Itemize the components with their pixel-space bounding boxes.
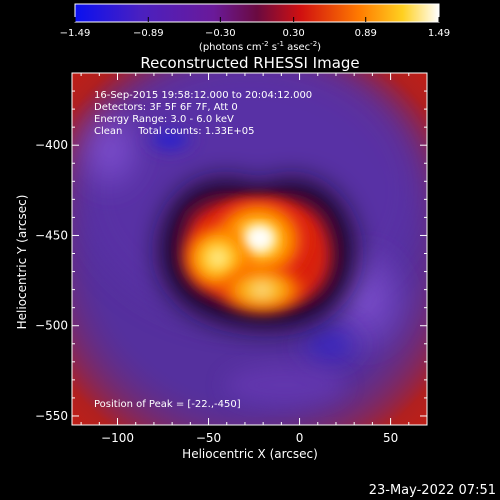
blue-spot	[140, 122, 200, 158]
x-tick-label: 0	[296, 431, 304, 445]
footer-date: 23-May-2022 07:51	[369, 483, 496, 498]
info-energy-range: Energy Range: 3.0 - 6.0 keV	[94, 114, 234, 125]
x-tick-label: −100	[101, 431, 134, 445]
info-total-counts: Clean Total counts: 1.33E+05	[94, 126, 254, 137]
x-tick-label: −50	[196, 431, 221, 445]
x-axis: −100 −50 0 50	[80, 73, 428, 445]
colorbar-tick-label: −1.49	[60, 28, 91, 39]
peak-position-label: Position of Peak = [-22.,-450]	[94, 399, 241, 410]
x-tick-label: 50	[383, 431, 398, 445]
colorbar-tick-label: 0.89	[355, 28, 377, 39]
y-tick-label: −550	[35, 409, 68, 423]
y-tick-label: −400	[35, 138, 68, 152]
plot-frame	[71, 72, 428, 426]
colorbar-tick-label: 1.49	[428, 28, 450, 39]
y-tick-label: −450	[35, 228, 68, 242]
info-block: 16-Sep-2015 19:58:12.000 to 20:04:12.000…	[94, 90, 312, 137]
colorbar-tick-label: 0.30	[283, 28, 305, 39]
y-axis: −550 −500 −450 −400	[35, 72, 427, 423]
x-axis-label: Heliocentric X (arcsec)	[182, 447, 318, 461]
chart-title: Reconstructed RHESSI Image	[140, 54, 359, 72]
y-tick-label: −500	[35, 319, 68, 333]
colorbar-ticks: −1.49 −0.89 −0.30 0.30 0.89 1.49	[60, 17, 450, 39]
y-axis-label: Heliocentric Y (arcsec)	[15, 195, 29, 330]
heatmap-image	[72, 73, 427, 425]
colorbar-units: (photons cm-2 s-1 asec-2)	[199, 40, 321, 53]
info-time-range: 16-Sep-2015 19:58:12.000 to 20:04:12.000	[94, 90, 312, 101]
info-detectors: Detectors: 3F 5F 6F 7F, Att 0	[94, 102, 238, 113]
colorbar-tick-label: −0.89	[133, 28, 164, 39]
secondary-source-bottom	[214, 262, 310, 318]
colorbar	[75, 4, 439, 22]
colorbar-tick-label: −0.30	[205, 28, 236, 39]
